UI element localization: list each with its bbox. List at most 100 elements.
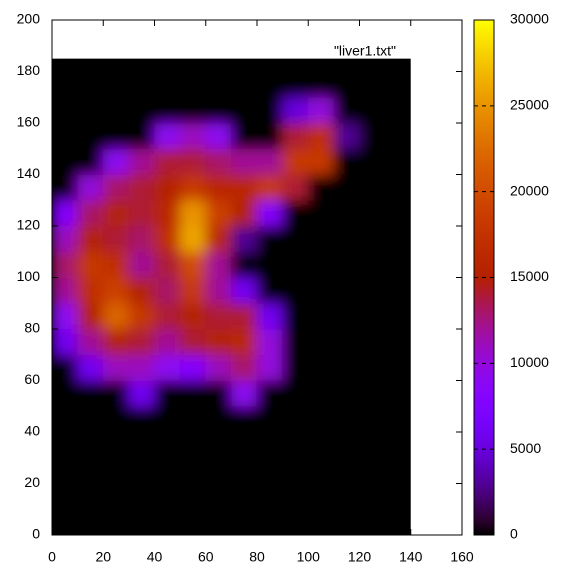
x-tick-label: 0 bbox=[48, 549, 56, 565]
heat-cell bbox=[231, 226, 257, 252]
heat-cell bbox=[385, 200, 411, 226]
heat-cell bbox=[257, 329, 283, 355]
colorbar-tick-label: 0 bbox=[510, 526, 518, 542]
heat-cell bbox=[205, 380, 231, 406]
heat-cell bbox=[257, 200, 283, 226]
heat-cell bbox=[129, 226, 155, 252]
heat-cell bbox=[154, 509, 180, 535]
colorbar-tick-label: 15000 bbox=[510, 268, 549, 284]
heat-cell bbox=[385, 148, 411, 174]
heat-cell bbox=[103, 97, 129, 123]
heat-cell bbox=[77, 483, 103, 509]
heat-cell bbox=[180, 97, 206, 123]
x-tick-label: 140 bbox=[399, 549, 423, 565]
y-tick-label: 20 bbox=[24, 474, 40, 490]
heat-cell bbox=[180, 277, 206, 303]
heat-cell bbox=[205, 406, 231, 432]
heat-cell bbox=[385, 58, 411, 71]
heat-cell bbox=[205, 509, 231, 535]
x-tick-label: 40 bbox=[147, 549, 163, 565]
heat-cell bbox=[385, 174, 411, 200]
heat-cell bbox=[359, 277, 385, 303]
heat-cell bbox=[129, 354, 155, 380]
heat-cell bbox=[359, 303, 385, 329]
heat-cell bbox=[154, 251, 180, 277]
y-tick-label: 160 bbox=[17, 114, 41, 130]
heat-cell bbox=[180, 251, 206, 277]
heat-cell bbox=[282, 58, 308, 71]
heat-cell bbox=[334, 58, 360, 71]
heat-cell bbox=[334, 329, 360, 355]
heat-cell bbox=[282, 71, 308, 97]
heat-cell bbox=[52, 432, 78, 458]
heat-cell bbox=[385, 354, 411, 380]
heat-cell bbox=[308, 277, 334, 303]
heat-cell bbox=[308, 226, 334, 252]
heat-cell bbox=[129, 406, 155, 432]
heat-cell bbox=[77, 303, 103, 329]
heat-cell bbox=[334, 251, 360, 277]
heat-cell bbox=[359, 457, 385, 483]
heat-cell bbox=[129, 123, 155, 149]
heat-cell bbox=[180, 329, 206, 355]
heat-cell bbox=[77, 58, 103, 71]
heat-cell bbox=[154, 71, 180, 97]
heat-cell bbox=[77, 251, 103, 277]
heat-cell bbox=[154, 380, 180, 406]
heat-cell bbox=[180, 226, 206, 252]
heat-cell bbox=[154, 97, 180, 123]
heat-cell bbox=[103, 174, 129, 200]
heat-cell bbox=[334, 354, 360, 380]
heat-cell bbox=[334, 303, 360, 329]
heat-cell bbox=[308, 483, 334, 509]
y-tick-label: 40 bbox=[24, 423, 40, 439]
heat-cell bbox=[257, 509, 283, 535]
heat-cell bbox=[205, 97, 231, 123]
heat-cell bbox=[154, 432, 180, 458]
x-tick-label: 100 bbox=[297, 549, 321, 565]
heat-cell bbox=[385, 71, 411, 97]
heat-cell bbox=[334, 457, 360, 483]
heat-cell bbox=[231, 483, 257, 509]
heat-cell bbox=[205, 483, 231, 509]
heat-cell bbox=[308, 200, 334, 226]
heat-cell bbox=[282, 432, 308, 458]
heat-cell bbox=[52, 354, 78, 380]
heat-cell bbox=[77, 226, 103, 252]
heat-cell bbox=[231, 123, 257, 149]
heat-cell bbox=[103, 380, 129, 406]
heat-cell bbox=[205, 303, 231, 329]
heat-cell bbox=[52, 123, 78, 149]
heat-cell bbox=[154, 58, 180, 71]
heat-cell bbox=[129, 457, 155, 483]
heat-cell bbox=[180, 71, 206, 97]
heat-cell bbox=[205, 354, 231, 380]
heat-cell bbox=[308, 432, 334, 458]
heat-cell bbox=[385, 432, 411, 458]
heat-cell bbox=[359, 406, 385, 432]
heat-cell bbox=[308, 329, 334, 355]
heat-cell bbox=[231, 432, 257, 458]
heat-cell bbox=[180, 457, 206, 483]
heat-cell bbox=[231, 58, 257, 71]
y-tick-label: 80 bbox=[24, 320, 40, 336]
heat-cell bbox=[359, 71, 385, 97]
heat-cell bbox=[205, 71, 231, 97]
heat-cell bbox=[205, 226, 231, 252]
heat-cell bbox=[359, 148, 385, 174]
x-tick-label: 20 bbox=[95, 549, 111, 565]
heat-cell bbox=[154, 200, 180, 226]
heat-cell bbox=[129, 71, 155, 97]
heat-cell bbox=[257, 354, 283, 380]
heat-cell bbox=[52, 277, 78, 303]
heat-cell bbox=[359, 97, 385, 123]
heat-cell bbox=[231, 303, 257, 329]
x-tick-label: 80 bbox=[249, 549, 265, 565]
heat-cell bbox=[308, 380, 334, 406]
heat-cell bbox=[180, 123, 206, 149]
heat-cell bbox=[334, 277, 360, 303]
heat-cell bbox=[257, 174, 283, 200]
heat-cell bbox=[282, 123, 308, 149]
heat-cell bbox=[231, 174, 257, 200]
y-tick-label: 0 bbox=[32, 526, 40, 542]
